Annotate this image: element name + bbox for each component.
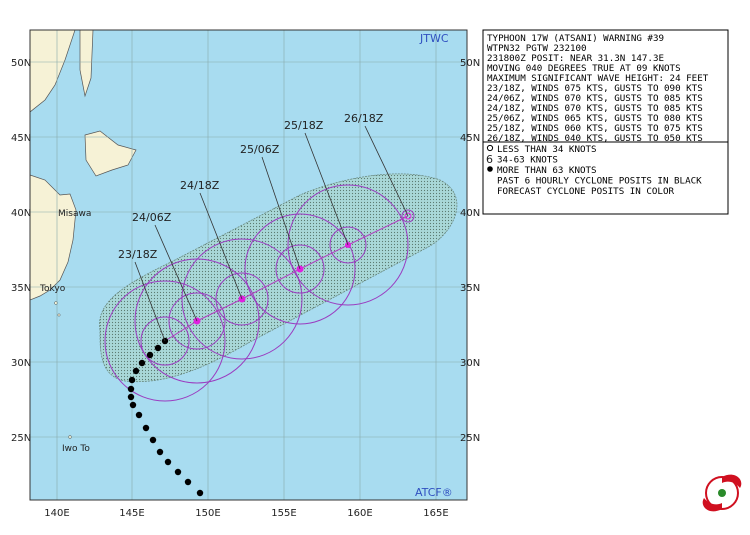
warning-line: 24/06Z, WINDS 070 KTS, GUSTS TO 085 KTS [487, 93, 703, 104]
longitude-label: 150E [195, 508, 220, 519]
land [30, 30, 76, 113]
warning-line: 23/18Z, WINDS 075 KTS, GUSTS TO 090 KTS [487, 83, 703, 94]
source-label: ATCF® [415, 486, 453, 499]
forecast-time: 26/18Z [344, 112, 384, 125]
legend-symbol [487, 166, 493, 172]
map [30, 30, 467, 500]
latitude-label: 50N [460, 58, 480, 69]
land [84, 130, 137, 177]
latitude-label: 40N [460, 208, 480, 219]
latitude-label: 45N [11, 133, 31, 144]
island [57, 313, 61, 317]
land [30, 174, 77, 301]
place-name: Tokyo [39, 284, 66, 294]
logo [702, 474, 742, 512]
longitude-label: 160E [347, 508, 372, 519]
warning-line: WTPN32 PGTW 232100 [487, 43, 587, 54]
legend-symbol [486, 144, 494, 152]
latitude-label: 45N [460, 133, 480, 144]
warning-line: 231800Z POSIT: NEAR 31.3N 147.3E [487, 53, 664, 64]
legend-line: 34-63 KNOTS [497, 155, 558, 166]
legend-box [482, 141, 729, 215]
land [79, 30, 94, 98]
map-frame [29, 29, 468, 501]
warning-box [482, 29, 729, 143]
forecast-time: 25/06Z [240, 143, 280, 156]
forecast-time: 24/18Z [180, 179, 220, 192]
warning-line: 25/18Z, WINDS 060 KTS, GUSTS TO 075 KTS [487, 123, 703, 134]
legend-line: FORECAST CYCLONE POSITS IN COLOR [497, 186, 674, 197]
wind-radii [104, 184, 415, 402]
warning-line: MAXIMUM SIGNIFICANT WAVE HEIGHT: 24 FEET [487, 73, 709, 84]
legend-line: MORE THAN 63 KNOTS [497, 165, 597, 176]
label-leaders [134, 125, 409, 342]
latitude-label: 25N [460, 433, 480, 444]
forecast-time: 25/18Z [284, 119, 324, 132]
latitude-label: 35N [11, 283, 31, 294]
legend-line: PAST 6 HOURLY CYCLONE POSITS IN BLACK [497, 176, 702, 187]
latitude-label: 30N [460, 358, 480, 369]
latitude-label: 50N [11, 58, 31, 69]
warning-line: TYPHOON 17W (ATSANI) WARNING #39 [487, 33, 664, 44]
warning-line: 26/18Z, WINDS 040 KTS, GUSTS TO 050 KTS [487, 133, 703, 144]
latitude-label: 25N [11, 433, 31, 444]
forecast-time: 23/18Z [118, 248, 158, 261]
past-track [127, 337, 204, 497]
longitude-label: 155E [271, 508, 296, 519]
longitude-label: 165E [423, 508, 448, 519]
forecast-track [164, 215, 409, 342]
place-name: Iwo To [62, 444, 90, 454]
legend-symbol: 6 [486, 153, 493, 166]
longitude-label: 140E [44, 508, 69, 519]
forecast-time: 24/06Z [132, 211, 172, 224]
latitude-label: 40N [11, 208, 31, 219]
warning-line: 24/18Z, WINDS 070 KTS, GUSTS TO 085 KTS [487, 103, 703, 114]
legend-line: LESS THAN 34 KNOTS [497, 144, 597, 155]
longitude-label: 145E [119, 508, 144, 519]
place-name: Misawa [58, 209, 91, 219]
warning-line: 25/06Z, WINDS 065 KTS, GUSTS TO 080 KTS [487, 113, 703, 124]
source-label: JTWC [419, 32, 449, 45]
warning-line: MOVING 040 DEGREES TRUE AT 09 KNOTS [487, 63, 681, 74]
latitude-label: 30N [11, 358, 31, 369]
latitude-label: 35N [460, 283, 480, 294]
danger-area [99, 173, 458, 383]
